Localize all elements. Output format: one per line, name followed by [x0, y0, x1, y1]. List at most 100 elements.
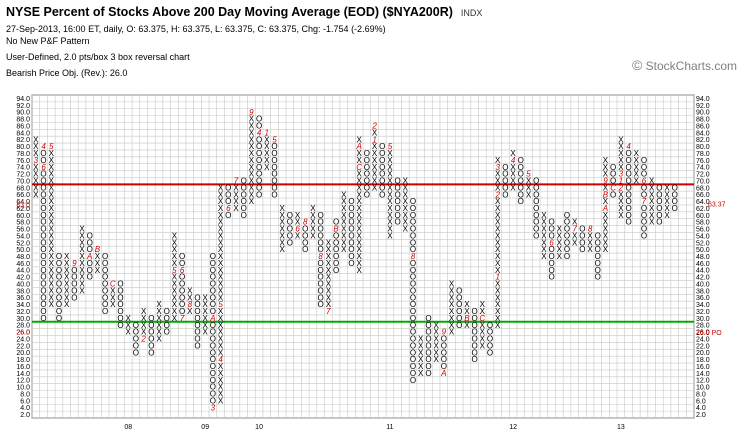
x-box: X — [495, 266, 501, 275]
o-box: O — [410, 293, 416, 302]
o-box: O — [564, 225, 570, 234]
x-box: X — [203, 328, 209, 337]
o-box: O — [87, 238, 93, 247]
x-box: X — [341, 204, 347, 213]
x-box: X — [79, 266, 85, 275]
x-tick-label: 13 — [617, 424, 625, 431]
o-box: O — [456, 293, 462, 302]
o-box: O — [425, 341, 431, 350]
o-box: O — [625, 163, 631, 172]
o-box: O — [164, 321, 170, 330]
x-box: X — [356, 149, 362, 158]
x-box: X — [33, 163, 39, 172]
x-box: X — [557, 238, 563, 247]
o-box: O — [56, 293, 62, 302]
x-box: X — [126, 321, 132, 330]
o-box: O — [179, 252, 185, 261]
x-box: X — [172, 252, 178, 261]
o-box: O — [271, 177, 277, 186]
x-box: X — [233, 204, 239, 213]
x-box: X — [233, 190, 239, 199]
x-box: X — [326, 300, 332, 309]
x-box: X — [79, 231, 85, 240]
o-box: O — [179, 307, 185, 316]
o-box: O — [656, 183, 662, 192]
o-box: O — [364, 163, 370, 172]
o-box: O — [441, 341, 447, 350]
o-box: O — [395, 197, 401, 206]
o-box: O — [410, 348, 416, 357]
x-box: X — [372, 163, 378, 172]
x-box: X — [495, 259, 501, 268]
o-box: O — [117, 280, 123, 289]
o-box: O — [287, 225, 293, 234]
x-box: X — [249, 177, 255, 186]
x-box: X — [33, 177, 39, 186]
o-box: O — [379, 163, 385, 172]
o-box: O — [333, 252, 339, 261]
x-box: X — [480, 328, 486, 337]
o-box: O — [364, 156, 370, 165]
x-box: X — [49, 197, 55, 206]
x-box: X — [541, 252, 547, 261]
y-tick-label-right: 16.0 — [696, 364, 710, 371]
x-box: X — [618, 211, 624, 220]
o-box: O — [410, 300, 416, 309]
x-box: X — [33, 170, 39, 179]
x-box: X — [587, 231, 593, 240]
x-box: X — [557, 252, 563, 261]
x-box: X — [203, 314, 209, 323]
month-marker: B — [603, 190, 609, 199]
x-box: X — [480, 335, 486, 344]
x-box: X — [218, 211, 224, 220]
x-box: X — [172, 280, 178, 289]
month-marker: 6 — [295, 225, 300, 234]
month-marker: 8 — [411, 252, 416, 261]
x-box: X — [449, 321, 455, 330]
o-box: O — [395, 218, 401, 227]
o-box: O — [518, 177, 524, 186]
x-tick-label: 08 — [124, 424, 132, 431]
x-box: X — [418, 348, 424, 357]
x-box: X — [664, 183, 670, 192]
x-box: X — [280, 231, 286, 240]
o-box: O — [471, 307, 477, 316]
x-box: X — [218, 321, 224, 330]
x-box: X — [634, 163, 640, 172]
x-box: X — [495, 183, 501, 192]
o-box: O — [410, 204, 416, 213]
y-tick-label-right: 38.0 — [696, 288, 710, 295]
x-box: X — [218, 273, 224, 282]
x-box: X — [280, 225, 286, 234]
o-box: O — [364, 190, 370, 199]
x-box: X — [187, 307, 193, 316]
month-marker: 3 — [211, 403, 216, 412]
x-box: X — [218, 307, 224, 316]
o-box: O — [333, 231, 339, 240]
x-box: X — [433, 328, 439, 337]
x-box: X — [603, 211, 609, 220]
o-box: O — [425, 321, 431, 330]
o-box: O — [548, 273, 554, 282]
o-box: O — [56, 300, 62, 309]
x-box: X — [218, 238, 224, 247]
x-box: X — [664, 190, 670, 199]
y-tick-label-left: 12.0 — [16, 378, 30, 385]
o-box: O — [656, 190, 662, 199]
x-box: X — [510, 177, 516, 186]
o-box: O — [625, 197, 631, 206]
o-box: O — [441, 335, 447, 344]
o-box: O — [271, 190, 277, 199]
o-box: O — [548, 245, 554, 254]
o-box: O — [641, 211, 647, 220]
x-box: X — [356, 218, 362, 227]
y-tick-label-left: 42.0 — [16, 275, 30, 282]
o-box: O — [471, 314, 477, 323]
o-box: O — [625, 149, 631, 158]
y-tick-label-right: 60.0 — [696, 213, 710, 220]
o-box: O — [194, 293, 200, 302]
month-marker: C — [479, 314, 485, 323]
x-box: X — [280, 218, 286, 227]
o-box: O — [395, 204, 401, 213]
y-tick-label-left: 56.0 — [16, 227, 30, 234]
